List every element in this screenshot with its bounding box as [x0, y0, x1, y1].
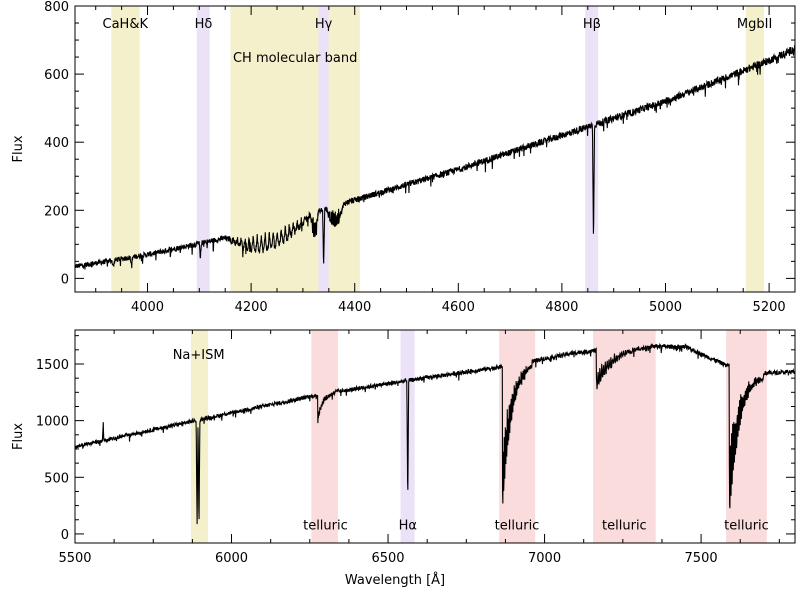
bottom-band-3	[499, 330, 536, 543]
top-band-3	[318, 6, 329, 292]
bottom-annotation: telluric	[303, 518, 348, 533]
bottom-annotation: Hα	[399, 518, 417, 533]
bottom-spectrum-line	[75, 342, 795, 525]
bottom-annotation: telluric	[602, 518, 647, 533]
top-x-tick-label: 4600	[442, 300, 475, 315]
bottom-y-tick-label: 0	[61, 528, 69, 543]
top-x-tick-label: 4400	[338, 300, 371, 315]
top-annotation: MgbII	[737, 17, 772, 32]
bottom-x-tick-label: 6000	[215, 551, 248, 566]
bottom-plot-frame	[74, 329, 796, 544]
bottom-panel: 5500 6000 6500 7000 7500 0 500 1000 1500 Flux Wave…	[11, 329, 796, 588]
top-y-tick-label: 200	[44, 204, 69, 219]
bottom-x-axis-label: Wavelength [Å]	[345, 572, 445, 588]
bottom-y-tick-label: 1000	[36, 415, 69, 430]
bottom-x-tick-label: 7000	[528, 551, 561, 566]
top-x-tick-label: 4200	[235, 300, 268, 315]
top-x-tick-label: 4800	[545, 300, 578, 315]
bottom-annotation: telluric	[495, 518, 540, 533]
top-y-tick-label: 400	[44, 136, 69, 151]
bottom-y-axis-label: Flux	[11, 423, 26, 450]
top-y-tick-label: 600	[44, 68, 69, 83]
top-band-0	[111, 6, 140, 292]
bottom-x-tick-label: 7500	[685, 551, 718, 566]
bottom-band-1	[311, 330, 338, 543]
top-annotation: Hγ	[315, 17, 333, 32]
bottom-annotation: Na+ISM	[173, 348, 225, 363]
top-y-axis-label: Flux	[11, 135, 26, 162]
top-x-tick-label: 5200	[753, 300, 786, 315]
bottom-x-tick-label: 6500	[371, 551, 404, 566]
top-band-5	[745, 6, 764, 292]
top-annotation: Hβ	[583, 17, 601, 32]
top-band-4	[585, 6, 599, 292]
top-x-tick-label: 4000	[131, 300, 164, 315]
bottom-annotation: telluric	[724, 518, 769, 533]
top-annotation: CH molecular band	[233, 51, 357, 66]
bottom-y-tick-label: 500	[44, 471, 69, 486]
bottom-y-tick-label: 1500	[36, 358, 69, 373]
top-panel: 4000 4200 4400 4600 4800 5000 5200 0 200 400 600 80…	[11, 0, 796, 315]
top-annotation: Hδ	[195, 17, 213, 32]
top-plot-frame	[74, 5, 796, 293]
top-y-tick-label: 800	[44, 0, 69, 15]
bottom-x-tick-label: 5500	[58, 551, 91, 566]
top-annotation: CaH&K	[103, 17, 149, 32]
top-spectrum-line	[75, 44, 795, 270]
bottom-band-4	[593, 330, 656, 543]
top-x-tick-label: 5000	[649, 300, 682, 315]
top-y-tick-label: 0	[61, 272, 69, 287]
top-band-1	[196, 6, 210, 292]
